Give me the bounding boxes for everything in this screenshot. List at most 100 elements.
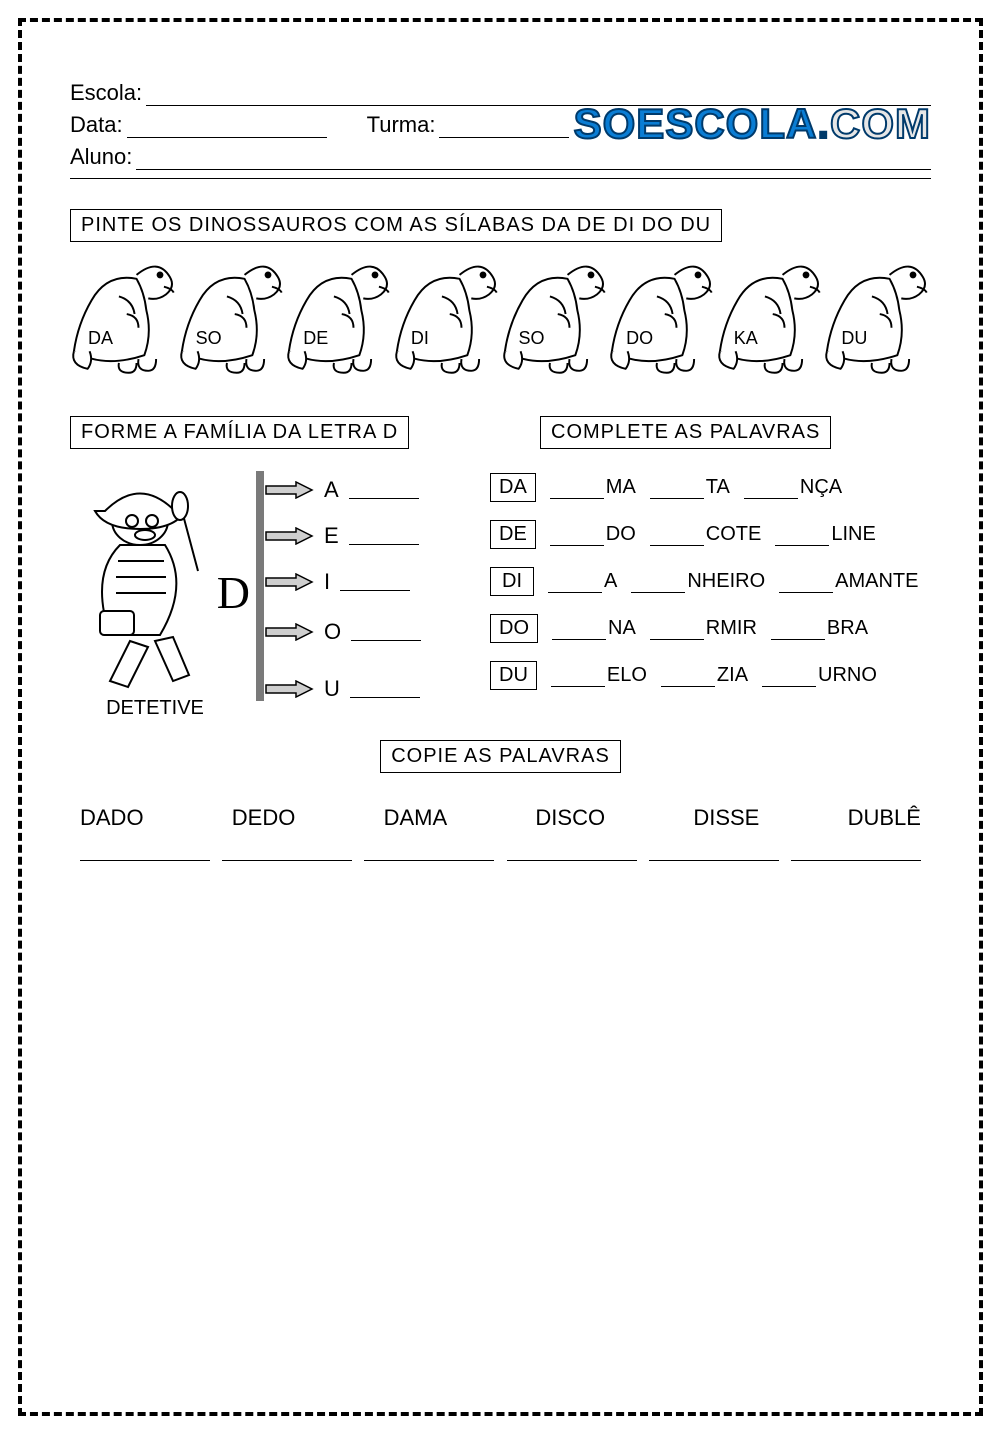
vowel-row: I: [264, 569, 410, 595]
copy-word: DEDO: [232, 805, 296, 831]
vowel-column: A E I O U: [248, 471, 264, 720]
copy-blank[interactable]: [507, 841, 637, 861]
complete-suffix: URNO: [818, 664, 877, 687]
complete-blank[interactable]: [650, 481, 704, 499]
complete-suffix: BRA: [827, 617, 868, 640]
complete-suffix: TA: [706, 476, 730, 499]
syllable-box: DU: [490, 661, 537, 690]
complete-cell: NÇA: [744, 476, 842, 499]
complete-suffix: NA: [608, 617, 636, 640]
vowel-row: O: [264, 619, 421, 645]
copy-blank[interactable]: [791, 841, 921, 861]
dino-syllable: SO: [519, 328, 545, 349]
complete-blank[interactable]: [650, 622, 704, 640]
copy-blank[interactable]: [364, 841, 494, 861]
section-complete: COMPLETE AS PALAVRAS DA MA TA NÇADE DO C…: [490, 416, 931, 708]
vowel-blank[interactable]: [350, 680, 420, 698]
detective-block: D DETETIVE: [70, 471, 240, 720]
dino-syllable: SO: [196, 328, 222, 349]
middle-columns: FORME A FAMÍLIA DA LETRA D: [70, 416, 931, 720]
complete-blank[interactable]: [548, 575, 602, 593]
complete-blank[interactable]: [661, 669, 715, 687]
complete-blank[interactable]: [552, 622, 606, 640]
copy-words-row: DADODEDODAMADISCODISSEDUBLÊ: [80, 805, 921, 831]
title-dinos: PINTE OS DINOSSAUROS COM AS SÍLABAS DA D…: [70, 209, 722, 242]
arrow-icon: [264, 481, 314, 499]
complete-cell: MA: [550, 476, 636, 499]
dino-syllable: DO: [626, 328, 653, 349]
complete-blank[interactable]: [744, 481, 798, 499]
big-letter-d: D: [217, 566, 250, 619]
complete-cell: BRA: [771, 617, 868, 640]
copy-word: DUBLÊ: [848, 805, 921, 831]
copy-word: DADO: [80, 805, 144, 831]
label-turma: Turma:: [367, 112, 436, 138]
complete-blank[interactable]: [775, 528, 829, 546]
complete-cell: URNO: [762, 664, 877, 687]
section-copy: COPIE AS PALAVRAS DADODEDODAMADISCODISSE…: [70, 740, 931, 861]
complete-suffix: DO: [606, 523, 636, 546]
vowel-letter: O: [324, 619, 341, 645]
label-data: Data:: [70, 112, 123, 138]
copy-lines-row: [80, 841, 921, 861]
worksheet-page: Escola: Data: Turma: Aluno: SOESCOLA.COM…: [0, 0, 1001, 1434]
complete-row: DE DO COTE LINE: [490, 520, 931, 549]
copy-blank[interactable]: [222, 841, 352, 861]
logo-part1: SOESCOLA: [574, 100, 818, 147]
copy-word: DISCO: [535, 805, 605, 831]
dino-item: SO: [178, 256, 286, 376]
complete-cell: DO: [550, 523, 636, 546]
complete-cell: RMIR: [650, 617, 757, 640]
copy-blank[interactable]: [649, 841, 779, 861]
syllable-box: DO: [490, 614, 538, 643]
vowel-letter: A: [324, 477, 339, 503]
detective-icon: D: [70, 471, 240, 691]
complete-cell: ZIA: [661, 664, 748, 687]
complete-blank[interactable]: [550, 481, 604, 499]
complete-row: DA MA TA NÇA: [490, 473, 931, 502]
vowel-row: E: [264, 523, 419, 549]
complete-cell: TA: [650, 476, 730, 499]
copy-word: DISSE: [693, 805, 759, 831]
vowel-blank[interactable]: [340, 573, 410, 591]
vowel-blank[interactable]: [349, 481, 419, 499]
complete-blank[interactable]: [551, 669, 605, 687]
vowel-letter: U: [324, 676, 340, 702]
complete-blank[interactable]: [779, 575, 833, 593]
dino-syllable: DA: [88, 328, 113, 349]
complete-row: DU ELO ZIA URNO: [490, 661, 931, 690]
complete-words-grid: DA MA TA NÇADE DO COTE LINEDI A NHEIRO A…: [490, 473, 931, 690]
copy-blank[interactable]: [80, 841, 210, 861]
arrow-icon: [264, 527, 314, 545]
complete-suffix: ZIA: [717, 664, 748, 687]
vowel-blank[interactable]: [349, 527, 419, 545]
complete-suffix: LINE: [831, 523, 875, 546]
complete-suffix: AMANTE: [835, 570, 918, 593]
line-data[interactable]: [127, 116, 327, 138]
header-divider: [70, 178, 931, 179]
complete-suffix: A: [604, 570, 617, 593]
vowel-bar: A E I O U: [256, 471, 264, 701]
line-turma[interactable]: [439, 116, 569, 138]
dino-syllable: KA: [734, 328, 758, 349]
dino-item: DE: [285, 256, 393, 376]
complete-blank[interactable]: [771, 622, 825, 640]
complete-blank[interactable]: [550, 528, 604, 546]
dino-syllable: DU: [841, 328, 867, 349]
dino-item: DO: [608, 256, 716, 376]
detective-caption: DETETIVE: [70, 697, 240, 720]
line-aluno[interactable]: [136, 148, 931, 170]
complete-suffix: COTE: [706, 523, 762, 546]
complete-blank[interactable]: [631, 575, 685, 593]
syllable-box: DI: [490, 567, 534, 596]
dino-item: KA: [716, 256, 824, 376]
complete-blank[interactable]: [762, 669, 816, 687]
complete-suffix: NÇA: [800, 476, 842, 499]
complete-blank[interactable]: [650, 528, 704, 546]
vowel-letter: I: [324, 569, 330, 595]
vowel-blank[interactable]: [351, 623, 421, 641]
vowel-letter: E: [324, 523, 339, 549]
logo-soescola: SOESCOLA.COM: [574, 100, 931, 148]
title-family: FORME A FAMÍLIA DA LETRA D: [70, 416, 409, 449]
complete-row: DO NA RMIR BRA: [490, 614, 931, 643]
